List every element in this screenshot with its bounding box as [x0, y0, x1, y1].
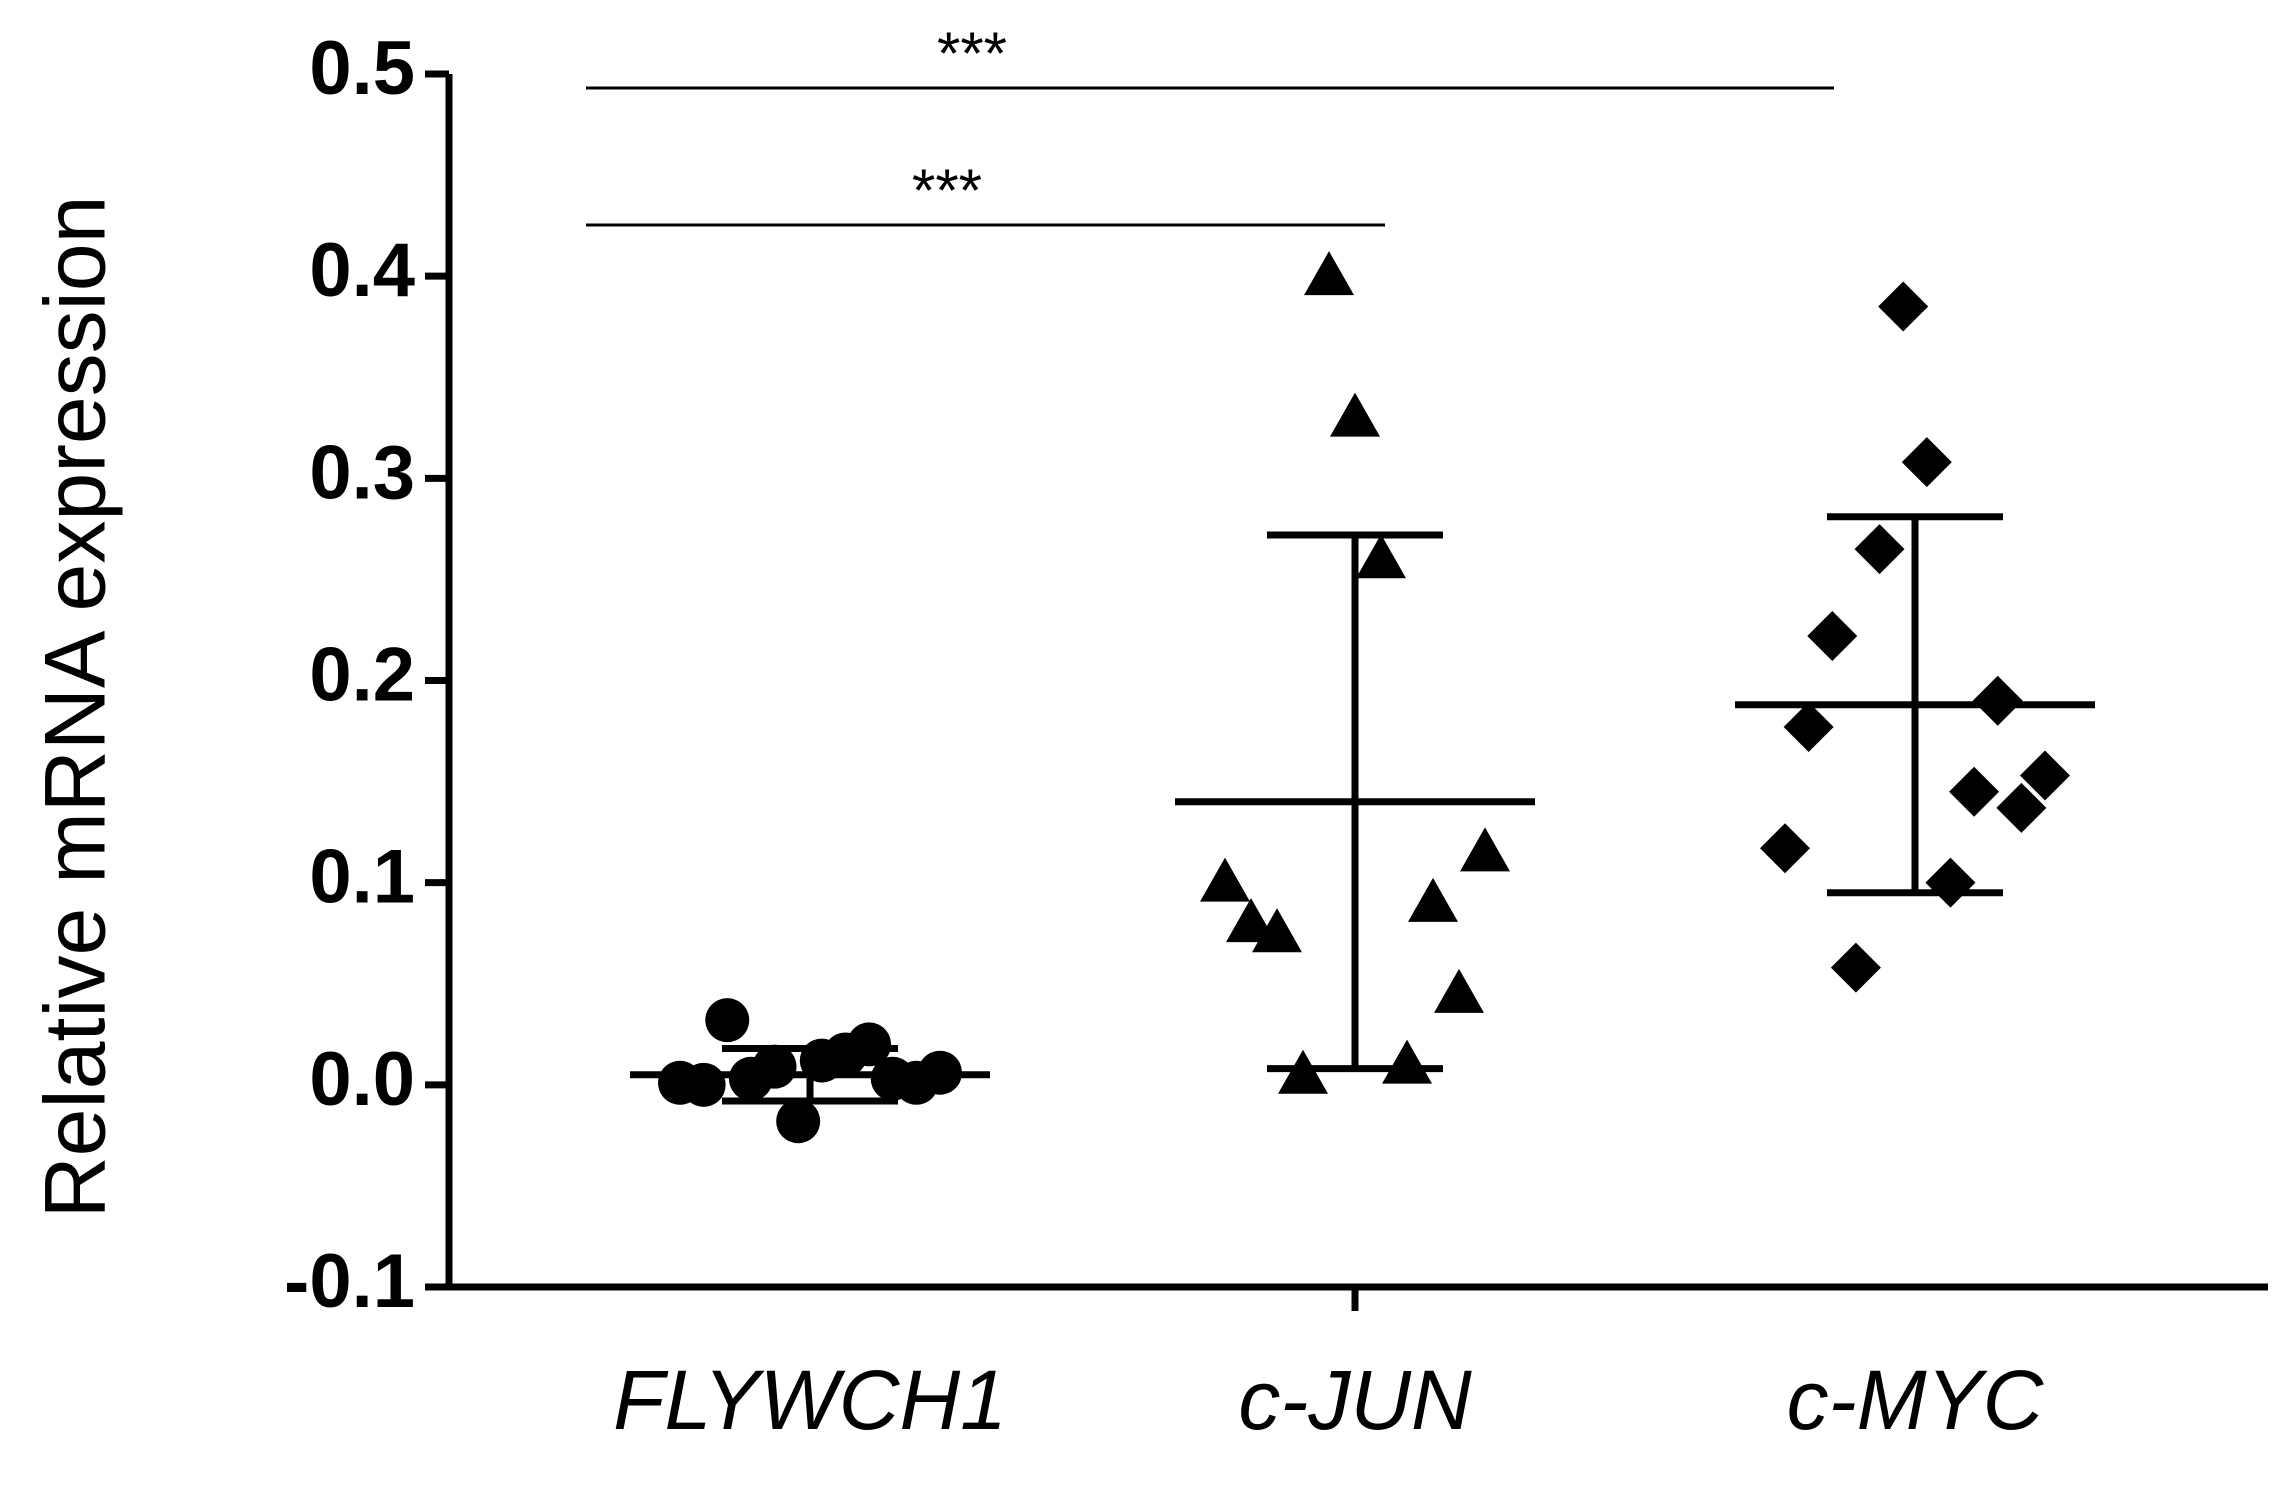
- data-point: [681, 1062, 726, 1107]
- x-tick-label: c-JUN: [1238, 1353, 1472, 1447]
- data-point: [1854, 524, 1905, 575]
- data-point: [1760, 823, 1810, 874]
- y-tick-label: 0.1: [309, 835, 415, 920]
- data-point: [1252, 908, 1302, 953]
- data-point: [1356, 534, 1406, 579]
- significance-label: ***: [912, 157, 982, 224]
- y-axis-title: Relative mRNA expression: [28, 196, 124, 1219]
- significance-label: ***: [937, 20, 1007, 87]
- data-point: [1304, 251, 1354, 296]
- data-point: [776, 1099, 821, 1144]
- data-point: [1434, 968, 1484, 1013]
- data-point: [847, 1022, 892, 1067]
- data-point: [1460, 827, 1510, 872]
- data-point: [1901, 437, 1952, 488]
- y-tick-label: 0.0: [309, 1037, 415, 1122]
- data-point: [1878, 281, 1929, 332]
- data-point: [1972, 675, 2023, 726]
- data-point: [1408, 877, 1458, 922]
- data-point: [1949, 766, 2000, 817]
- data-point: [1807, 611, 1858, 662]
- data-point: [1996, 782, 2047, 833]
- data-point: [1382, 1039, 1432, 1084]
- y-tick-label: 0.2: [309, 633, 415, 718]
- y-tick-label: 0.5: [309, 26, 415, 111]
- data-point: [1830, 942, 1881, 993]
- y-tick-label: 0.3: [309, 430, 415, 515]
- data-point: [1200, 857, 1250, 902]
- y-tick-label: 0.4: [309, 228, 415, 313]
- data-point: [2020, 750, 2070, 801]
- y-tick-label: -0.1: [284, 1239, 415, 1324]
- x-tick-label: c-MYC: [1787, 1353, 2045, 1447]
- data-point: [705, 998, 750, 1043]
- data-point: [1925, 857, 1976, 908]
- data-point: [1783, 701, 1834, 752]
- data-point: [1226, 898, 1276, 943]
- x-tick-label: FLYWCH1: [613, 1353, 1007, 1447]
- data-point: [1330, 392, 1380, 437]
